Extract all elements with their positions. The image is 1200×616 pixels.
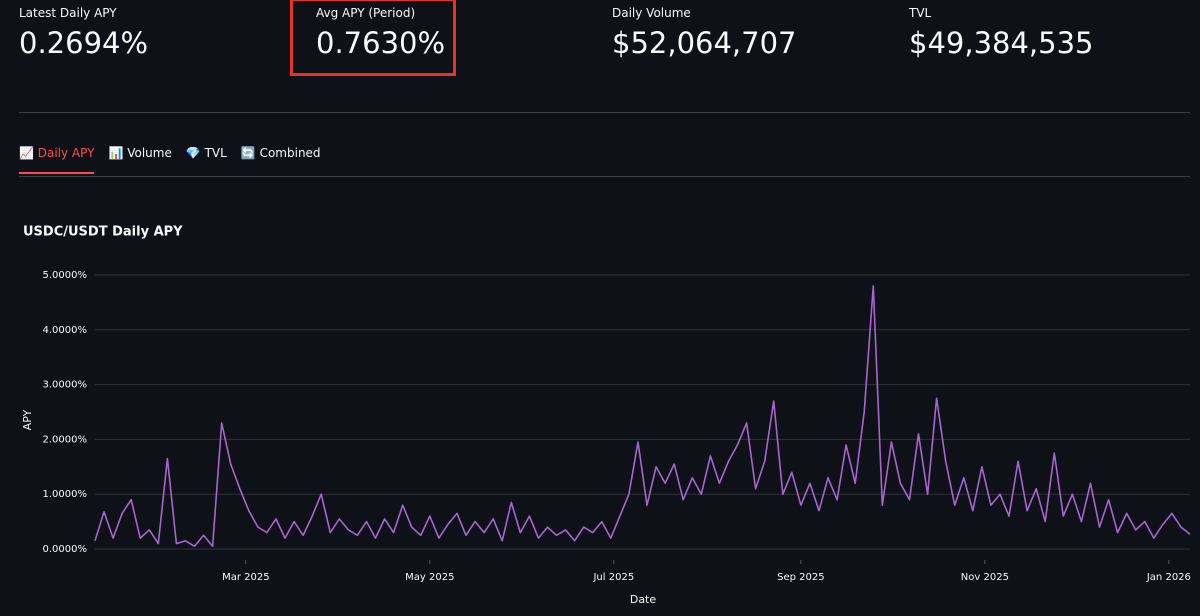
- metric: Avg APY (Period) 0.7630%: [316, 6, 445, 60]
- metric-label: Avg APY (Period): [316, 6, 416, 20]
- tabs: 📈 Daily APY 📊 Volume 💎 TVL 🔄 Combined: [19, 146, 321, 174]
- y-tick-label: 4.0000%: [43, 325, 88, 336]
- x-tick-label: Nov 2025: [961, 572, 1009, 583]
- y-tick-label: 0.0000%: [43, 544, 88, 555]
- y-tick-label: 3.0000%: [43, 380, 88, 391]
- x-tick-label: May 2025: [405, 572, 454, 583]
- highlight-box: [290, 0, 456, 76]
- y-tick-label: 1.0000%: [43, 489, 88, 500]
- metric-value: 0.7630%: [316, 26, 446, 60]
- x-tick-label: Mar 2025: [222, 572, 270, 583]
- y-tick-label: 5.0000%: [43, 270, 88, 281]
- tab-line: [19, 176, 1190, 177]
- chart-title: USDC/USDT Daily APY: [23, 225, 183, 240]
- tab[interactable]: 📈 Daily APY: [19, 146, 95, 174]
- tab[interactable]: 💎 TVL: [185, 146, 227, 160]
- apy-line: [94, 285, 1191, 548]
- metric-value: 0.2694%: [19, 26, 149, 60]
- x-axis-label: Date: [630, 593, 657, 606]
- tab[interactable]: 🔄 Combined: [240, 146, 321, 160]
- metric-label: Latest Daily APY: [19, 6, 117, 20]
- metric: Daily Volume $52,064,707: [612, 6, 797, 60]
- metric: TVL $49,384,535: [909, 6, 1094, 60]
- x-tick-label: Sep 2025: [777, 572, 824, 583]
- metric-label: TVL: [909, 6, 932, 20]
- divider: [19, 112, 1190, 113]
- metric: Latest Daily APY 0.2694%: [19, 6, 148, 60]
- tab[interactable]: 📊 Volume: [108, 146, 172, 160]
- metric-label: Daily Volume: [612, 6, 691, 20]
- x-tick-label: Jul 2025: [592, 572, 634, 583]
- y-tick-label: 2.0000%: [43, 434, 88, 445]
- x-tick-label: Jan 2026: [1146, 572, 1191, 583]
- metric-value: $49,384,535: [909, 26, 1094, 60]
- metric-value: $52,064,707: [612, 26, 797, 60]
- y-axis-label: APY: [21, 409, 34, 430]
